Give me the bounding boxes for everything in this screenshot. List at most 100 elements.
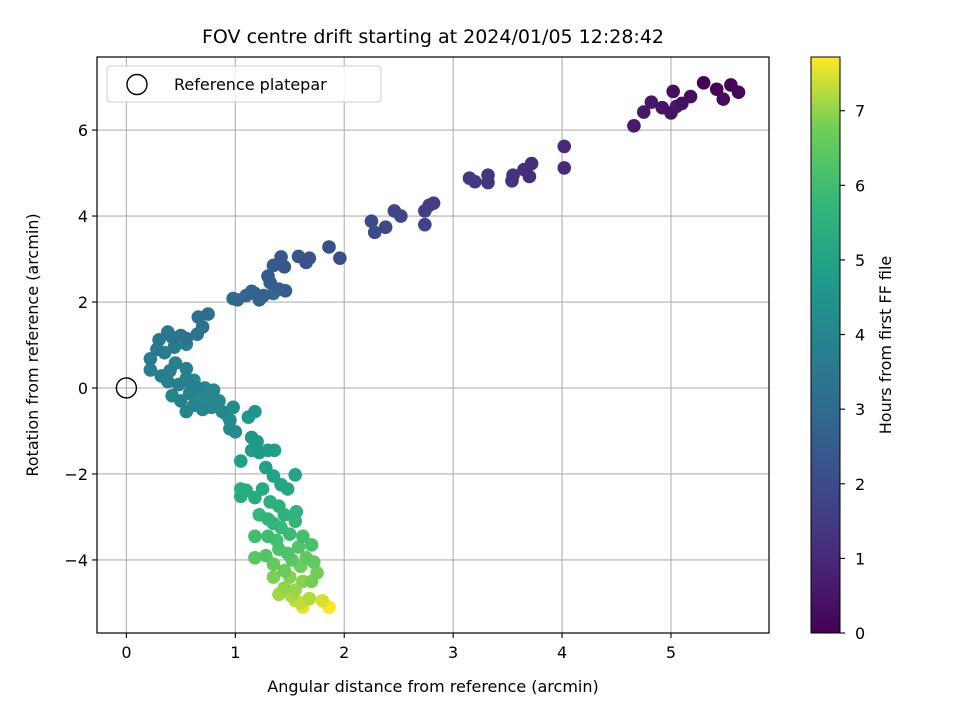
- colorbar-gradient: [810, 56, 841, 634]
- scatter-point: [315, 593, 330, 608]
- scatter-point: [233, 482, 248, 496]
- y-tick-label: 0: [78, 379, 88, 398]
- scatter-point: [143, 351, 158, 366]
- scatter-point: [291, 540, 306, 554]
- scatter-point: [259, 460, 273, 475]
- scatter-point: [506, 168, 520, 183]
- scatter-point: [296, 529, 310, 544]
- scatter-point: [288, 468, 303, 482]
- scatter-point: [364, 214, 379, 229]
- x-tick-label: 0: [121, 643, 131, 662]
- scatter-point: [215, 404, 230, 419]
- scatter-point: [261, 529, 275, 544]
- x-tick-label: 2: [339, 643, 349, 662]
- scatter-point: [644, 95, 659, 109]
- scatter-point: [263, 495, 277, 509]
- scatter-point: [426, 196, 441, 210]
- scatter-point: [201, 391, 215, 406]
- scatter-point: [724, 78, 738, 92]
- scatter-point: [278, 284, 293, 298]
- scatter-point: [322, 240, 336, 254]
- scatter-point: [165, 388, 179, 403]
- colorbar-tick-label: 0: [855, 624, 865, 643]
- scatter-point: [277, 563, 292, 578]
- scatter-point: [277, 581, 292, 595]
- scatter-point: [709, 82, 724, 97]
- scatter-points: [143, 75, 746, 615]
- x-tick-label: 5: [666, 643, 676, 662]
- scatter-point: [394, 209, 408, 223]
- scatter-point: [557, 139, 572, 154]
- colorbar-tick-label: 4: [855, 326, 865, 345]
- chart-title: FOV centre drift starting at 2024/01/05 …: [202, 26, 664, 48]
- grid: [97, 57, 769, 633]
- colorbar: 0 1 2 3 4 5 6 7 Hours from first FF file: [810, 56, 895, 643]
- scatter-point: [481, 168, 495, 183]
- scatter-point: [716, 92, 731, 106]
- y-axis-ticks: −4 −2 0 2 4 6: [64, 121, 97, 570]
- scatter-point: [266, 570, 281, 584]
- scatter-point: [418, 217, 432, 232]
- scatter-point: [299, 550, 313, 565]
- y-tick-label: −4: [64, 551, 88, 570]
- scatter-point: [212, 394, 226, 408]
- scatter-point: [244, 430, 259, 445]
- colorbar-tick-label: 2: [855, 475, 865, 494]
- reference-platepar-marker: [115, 377, 138, 399]
- scatter-point: [179, 361, 194, 376]
- scatter-point: [664, 106, 678, 120]
- scatter-point: [201, 307, 215, 321]
- scatter-point: [636, 105, 651, 119]
- colorbar-tick-label: 3: [855, 400, 865, 419]
- x-tick-label: 3: [448, 643, 458, 662]
- y-tick-label: −2: [64, 465, 88, 484]
- scatter-point: [256, 288, 271, 303]
- reference-marker: [115, 377, 138, 399]
- scatter-point: [248, 550, 262, 565]
- scatter-point: [233, 454, 248, 468]
- scatter-point: [302, 251, 317, 265]
- scatter-point: [367, 225, 382, 240]
- colorbar-tick-label: 6: [855, 176, 865, 195]
- plot-frame: [96, 56, 770, 634]
- colorbar-tick-label: 5: [855, 251, 865, 270]
- colorbar-ticks: 0 1 2 3 4 5 6 7: [840, 102, 865, 643]
- x-tick-label: 4: [557, 643, 567, 662]
- x-tick-label: 1: [230, 643, 240, 662]
- scatter-point: [522, 169, 537, 184]
- colorbar-tick-label: 1: [855, 549, 865, 568]
- x-axis-label: Angular distance from reference (arcmin): [267, 677, 598, 696]
- scatter-point: [304, 538, 319, 552]
- legend: Reference platepar: [106, 65, 382, 103]
- colorbar-label: Hours from first FF file: [876, 256, 895, 435]
- scatter-point: [252, 445, 267, 460]
- scatter-point: [696, 75, 711, 90]
- scatter-point: [259, 548, 273, 563]
- scatter-point: [171, 377, 186, 392]
- scatter-point: [666, 84, 680, 99]
- scatter-point: [524, 156, 539, 171]
- y-axis-label: Rotation from reference (arcmin): [23, 213, 42, 476]
- legend-box: [106, 65, 382, 103]
- scatter-point: [683, 89, 698, 104]
- scatter-point: [378, 220, 393, 235]
- scatter-point: [627, 118, 641, 133]
- x-axis-ticks: 0 1 2 3 4 5: [121, 633, 676, 662]
- scatter-point: [143, 363, 158, 377]
- scatter-point: [248, 529, 262, 544]
- scatter-point: [468, 174, 482, 189]
- scatter-point: [168, 356, 183, 370]
- y-tick-label: 2: [78, 293, 88, 312]
- scatter-point: [310, 566, 324, 580]
- scatter-point: [152, 333, 166, 347]
- scatter-point: [179, 331, 194, 346]
- legend-label-reference: Reference platepar: [174, 75, 327, 94]
- scatter-point: [289, 504, 304, 519]
- scatter-point: [302, 591, 317, 606]
- scatter-point: [277, 259, 292, 274]
- colorbar-tick-label: 7: [855, 102, 865, 121]
- scatter-point: [333, 251, 347, 265]
- scatter-point: [187, 398, 201, 412]
- scatter-point: [557, 161, 572, 175]
